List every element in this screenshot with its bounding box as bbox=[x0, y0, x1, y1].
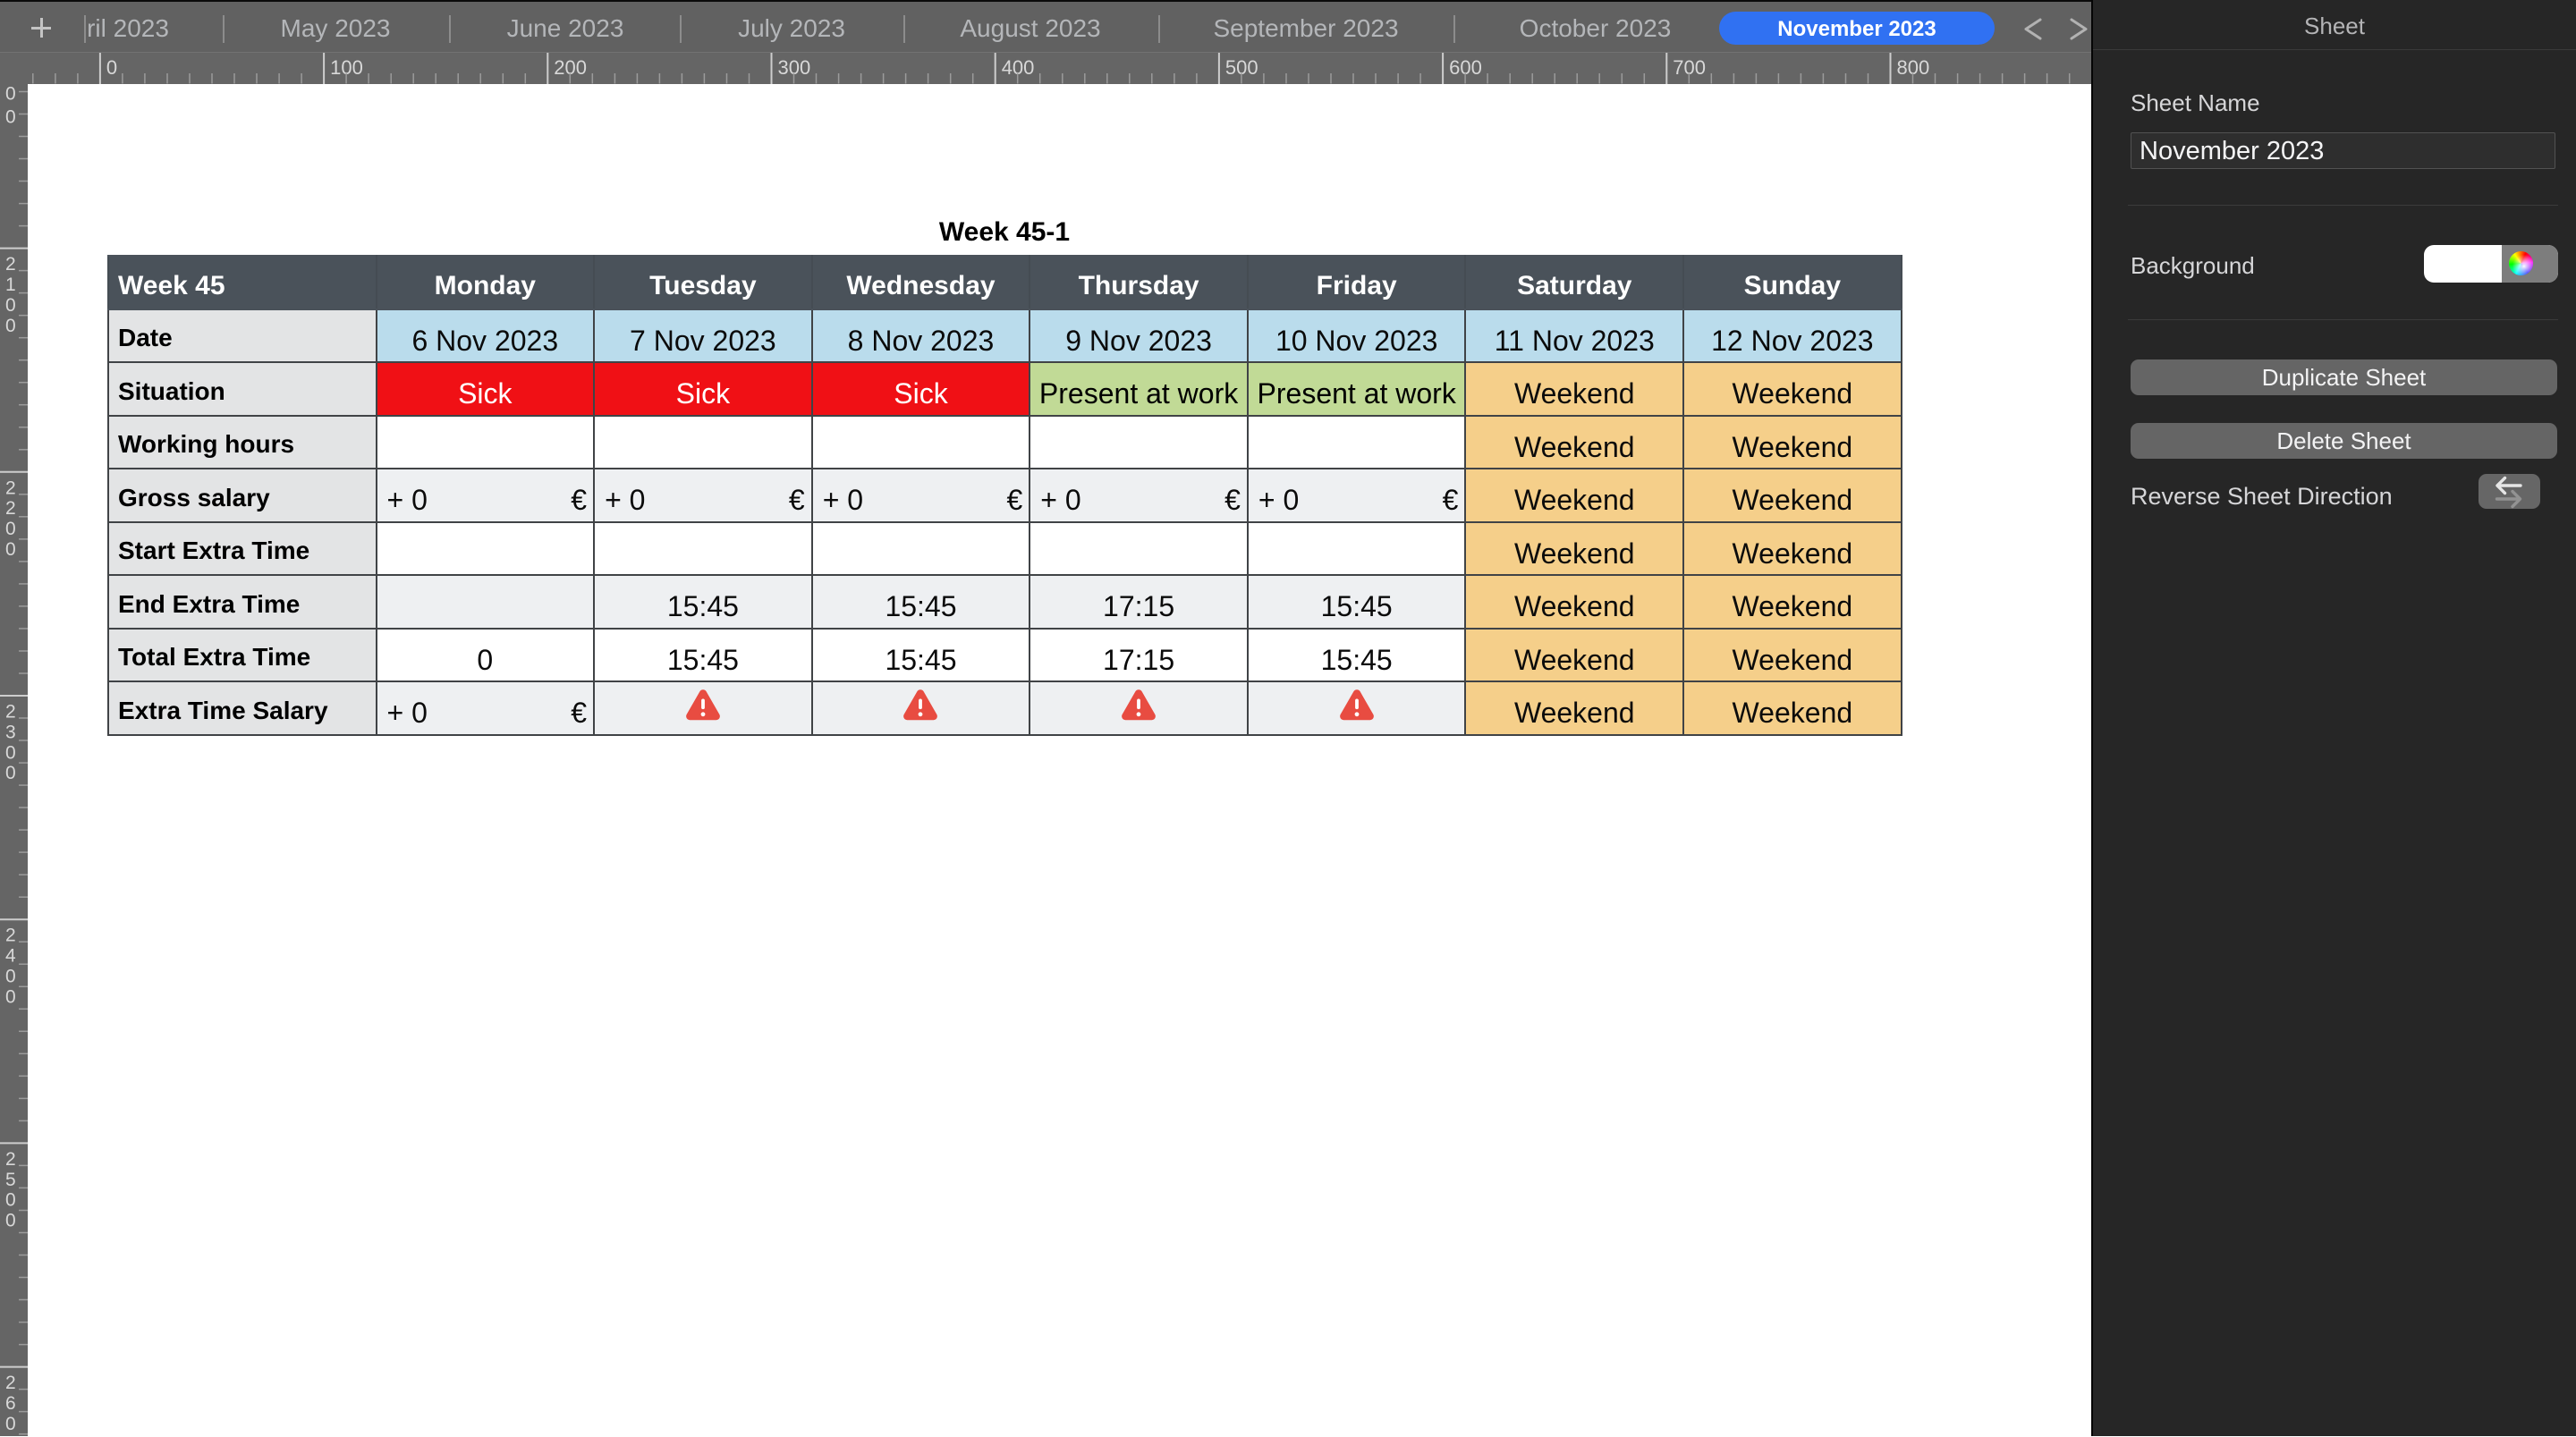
svg-text:2: 2 bbox=[5, 498, 16, 519]
svg-text:0: 0 bbox=[5, 1413, 16, 1433]
svg-text:4: 4 bbox=[5, 945, 16, 966]
svg-text:2: 2 bbox=[5, 254, 16, 275]
svg-text:0: 0 bbox=[5, 294, 16, 315]
svg-text:6: 6 bbox=[5, 1393, 16, 1414]
svg-text:2: 2 bbox=[5, 1373, 16, 1393]
svg-text:5: 5 bbox=[5, 1169, 16, 1189]
svg-text:0: 0 bbox=[5, 1433, 16, 1436]
svg-text:0: 0 bbox=[5, 315, 16, 335]
svg-text:2: 2 bbox=[5, 701, 16, 722]
svg-text:0: 0 bbox=[5, 519, 16, 539]
svg-text:2: 2 bbox=[5, 1148, 16, 1169]
svg-text:0: 0 bbox=[5, 1210, 16, 1230]
svg-text:0: 0 bbox=[5, 742, 16, 763]
svg-text:1: 1 bbox=[5, 275, 16, 295]
svg-text:0: 0 bbox=[5, 986, 16, 1007]
svg-text:2: 2 bbox=[5, 478, 16, 498]
svg-text:0: 0 bbox=[5, 539, 16, 560]
svg-text:0: 0 bbox=[5, 966, 16, 986]
svg-text:3: 3 bbox=[5, 722, 16, 742]
svg-text:2: 2 bbox=[5, 925, 16, 945]
svg-text:0: 0 bbox=[106, 56, 117, 79]
svg-text:0: 0 bbox=[5, 1189, 16, 1210]
svg-text:0: 0 bbox=[5, 106, 16, 127]
svg-text:0: 0 bbox=[5, 83, 16, 104]
svg-text:0: 0 bbox=[5, 763, 16, 783]
